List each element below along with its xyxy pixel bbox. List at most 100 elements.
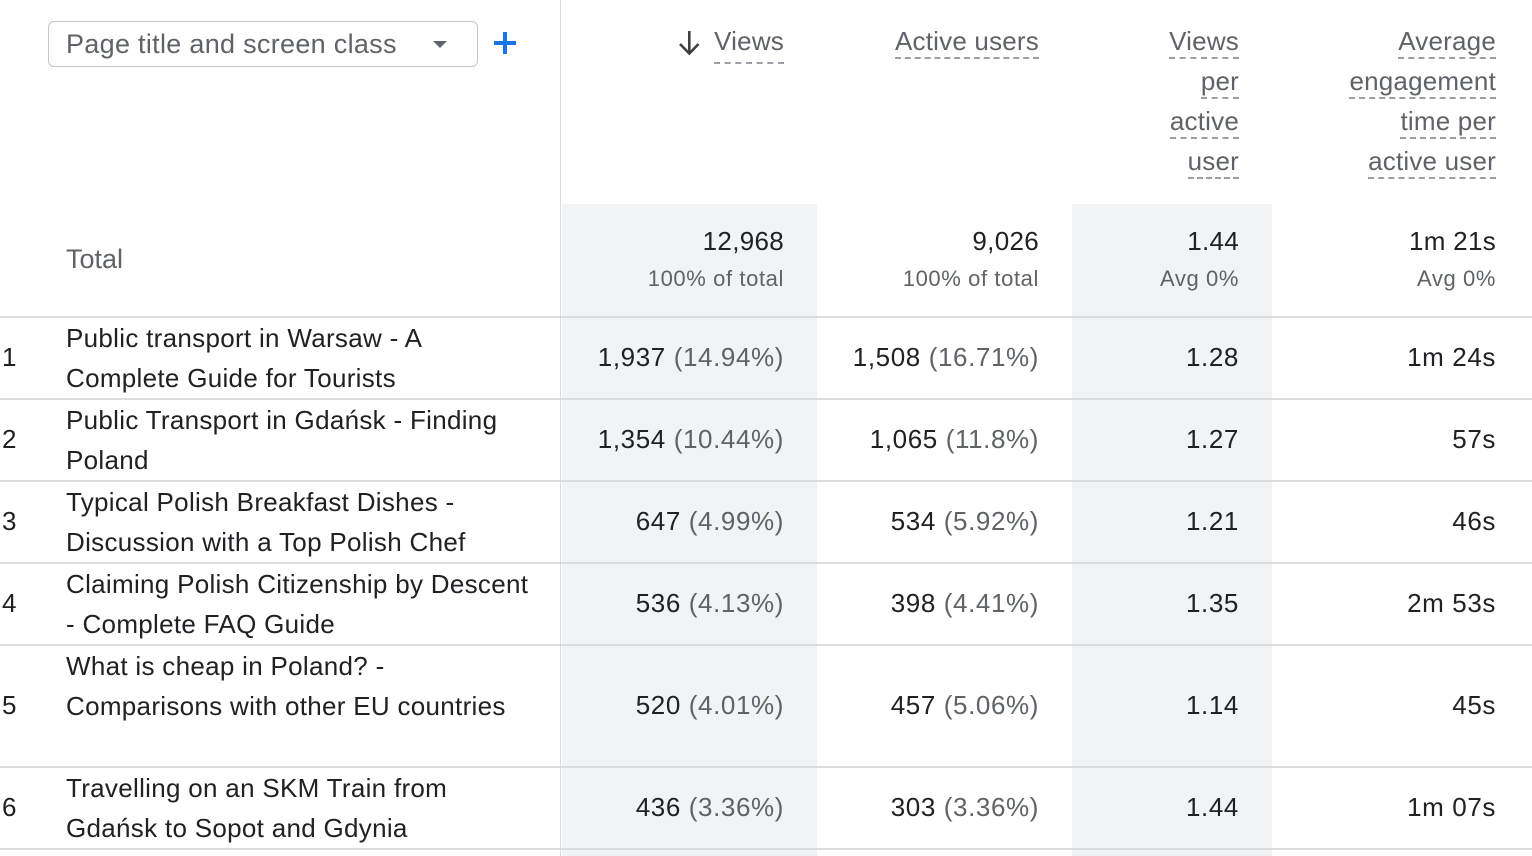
avg-engagement-cell-value: 1m 24s: [1407, 342, 1496, 372]
views-per-user-cell-value: 1.44: [1185, 792, 1239, 822]
avg-engagement-column-header[interactable]: Average engagement time per active user: [1349, 21, 1496, 181]
total-active-users: 9,026 100% of total: [903, 221, 1039, 297]
views-per-user-cell: 1.28: [1186, 342, 1239, 373]
row-number: 1: [2, 342, 17, 372]
page-title-link[interactable]: Typical Polish Breakfast Dishes - Discus…: [66, 487, 466, 557]
active-users-cell-value: 534: [890, 506, 936, 536]
views-column-header[interactable]: Views: [678, 21, 784, 64]
column-divider: [560, 0, 561, 856]
dimension-dropdown[interactable]: Page title and screen class: [48, 21, 478, 67]
add-dimension-button[interactable]: [490, 25, 520, 61]
views-cell-percent: (4.13%): [688, 588, 784, 618]
active-users-cell: 303 (3.36%): [891, 792, 1039, 823]
plus-icon: [494, 32, 516, 54]
avg-engagement-cell-value: 45s: [1452, 690, 1496, 720]
views-cell-percent: (4.99%): [688, 506, 784, 536]
caret-down-icon: [433, 41, 447, 48]
views-per-user-cell-value: 1.21: [1185, 506, 1239, 536]
total-views-value: 12,968: [702, 226, 784, 256]
avg-engagement-cell: 1m 07s: [1407, 792, 1496, 823]
views-cell-value: 1,937: [597, 342, 666, 372]
views-cell-value: 1,354: [597, 424, 666, 454]
page-title-link[interactable]: Travelling on an SKM Train from Gdańsk t…: [66, 773, 448, 843]
header-word: engagement: [1349, 66, 1496, 99]
page-title-link[interactable]: Public Transport in Gdańsk - Finding Pol…: [66, 405, 498, 475]
avg-engagement-cell: 1m 24s: [1407, 342, 1496, 373]
views-cell-value: 647: [635, 506, 681, 536]
total-active-users-sub: 100% of total: [902, 266, 1039, 291]
sort-descending-arrow-icon: [679, 30, 700, 55]
header-word: Views: [1169, 26, 1239, 59]
total-label: Total: [66, 244, 124, 274]
views-per-user-cell-value: 1.14: [1185, 690, 1239, 720]
total-views-per-user-sub: Avg 0%: [1159, 266, 1239, 291]
views-per-user-cell-value: 1.28: [1185, 342, 1239, 372]
views-cell-percent: (4.01%): [688, 690, 784, 720]
header-word: per: [1200, 66, 1239, 99]
header-word: time per: [1400, 106, 1496, 139]
page-title-link[interactable]: Claiming Polish Citizenship by Descent -…: [66, 569, 529, 639]
active-users-cell-percent: (4.41%): [943, 588, 1039, 618]
header-word: active user: [1368, 146, 1496, 179]
avg-engagement-cell: 57s: [1452, 424, 1496, 455]
row-divider: [0, 766, 1532, 768]
page-title-link[interactable]: Public transport in Warsaw - A Complete …: [66, 323, 421, 393]
views-cell: 1,937 (14.94%): [598, 342, 784, 373]
avg-engagement-cell: 46s: [1452, 506, 1496, 537]
views-cell: 647 (4.99%): [636, 506, 784, 537]
header-word: Average: [1398, 26, 1496, 59]
views-per-user-column-shade: [1072, 204, 1272, 856]
avg-engagement-cell-value: 2m 53s: [1407, 588, 1496, 618]
views-cell-percent: (14.94%): [673, 342, 784, 372]
avg-engagement-cell-value: 1m 07s: [1407, 792, 1496, 822]
active-users-cell: 1,065 (11.8%): [870, 424, 1039, 455]
total-views-per-user-value: 1.44: [1187, 226, 1239, 256]
views-per-user-cell: 1.27: [1186, 424, 1239, 455]
views-per-user-cell: 1.44: [1186, 792, 1239, 823]
row-number: 4: [2, 588, 17, 618]
avg-engagement-cell: 2m 53s: [1407, 588, 1496, 619]
active-users-cell: 534 (5.92%): [891, 506, 1039, 537]
row-divider: [0, 316, 1532, 318]
row-divider: [0, 848, 1532, 850]
total-views-sub: 100% of total: [647, 266, 784, 291]
active-users-cell-value: 1,065: [869, 424, 938, 454]
views-cell-value: 536: [635, 588, 681, 618]
active-users-cell-percent: (5.06%): [943, 690, 1039, 720]
active-users-cell-percent: (11.8%): [945, 424, 1039, 454]
total-avg-engagement: 1m 21s Avg 0%: [1409, 221, 1496, 297]
row-number: 2: [2, 424, 17, 454]
views-per-user-cell: 1.14: [1186, 690, 1239, 721]
active-users-cell: 398 (4.41%): [891, 588, 1039, 619]
active-users-header-label: Active users: [894, 26, 1039, 59]
avg-engagement-cell-value: 57s: [1452, 424, 1496, 454]
views-cell: 520 (4.01%): [636, 690, 784, 721]
active-users-cell-percent: (16.71%): [928, 342, 1039, 372]
active-users-cell-value: 457: [890, 690, 936, 720]
avg-engagement-cell-value: 46s: [1452, 506, 1496, 536]
row-number: 5: [2, 690, 17, 720]
views-per-user-column-header[interactable]: Views per active user: [1169, 21, 1239, 181]
views-header-label: Views: [714, 21, 784, 64]
row-number: 6: [2, 792, 17, 822]
views-per-user-cell: 1.21: [1186, 506, 1239, 537]
total-views: 12,968 100% of total: [648, 221, 784, 297]
active-users-cell: 457 (5.06%): [891, 690, 1039, 721]
views-cell-value: 520: [635, 690, 681, 720]
active-users-column-header[interactable]: Active users: [894, 21, 1039, 61]
views-per-user-cell-value: 1.35: [1185, 588, 1239, 618]
dimension-label: Page title and screen class: [66, 28, 397, 59]
active-users-cell: 1,508 (16.71%): [853, 342, 1039, 373]
header-word: active: [1169, 106, 1239, 139]
views-per-user-cell: 1.35: [1186, 588, 1239, 619]
header-word: user: [1187, 146, 1239, 179]
views-cell-value: 436: [635, 792, 681, 822]
active-users-cell-percent: (3.36%): [943, 792, 1039, 822]
views-cell: 1,354 (10.44%): [598, 424, 784, 455]
avg-engagement-cell: 45s: [1452, 690, 1496, 721]
active-users-cell-value: 1,508: [852, 342, 921, 372]
page-title-link[interactable]: What is cheap in Poland? - Comparisons w…: [66, 651, 506, 721]
views-column-shade: [562, 204, 817, 856]
active-users-cell-percent: (5.92%): [943, 506, 1039, 536]
row-divider: [0, 398, 1532, 400]
